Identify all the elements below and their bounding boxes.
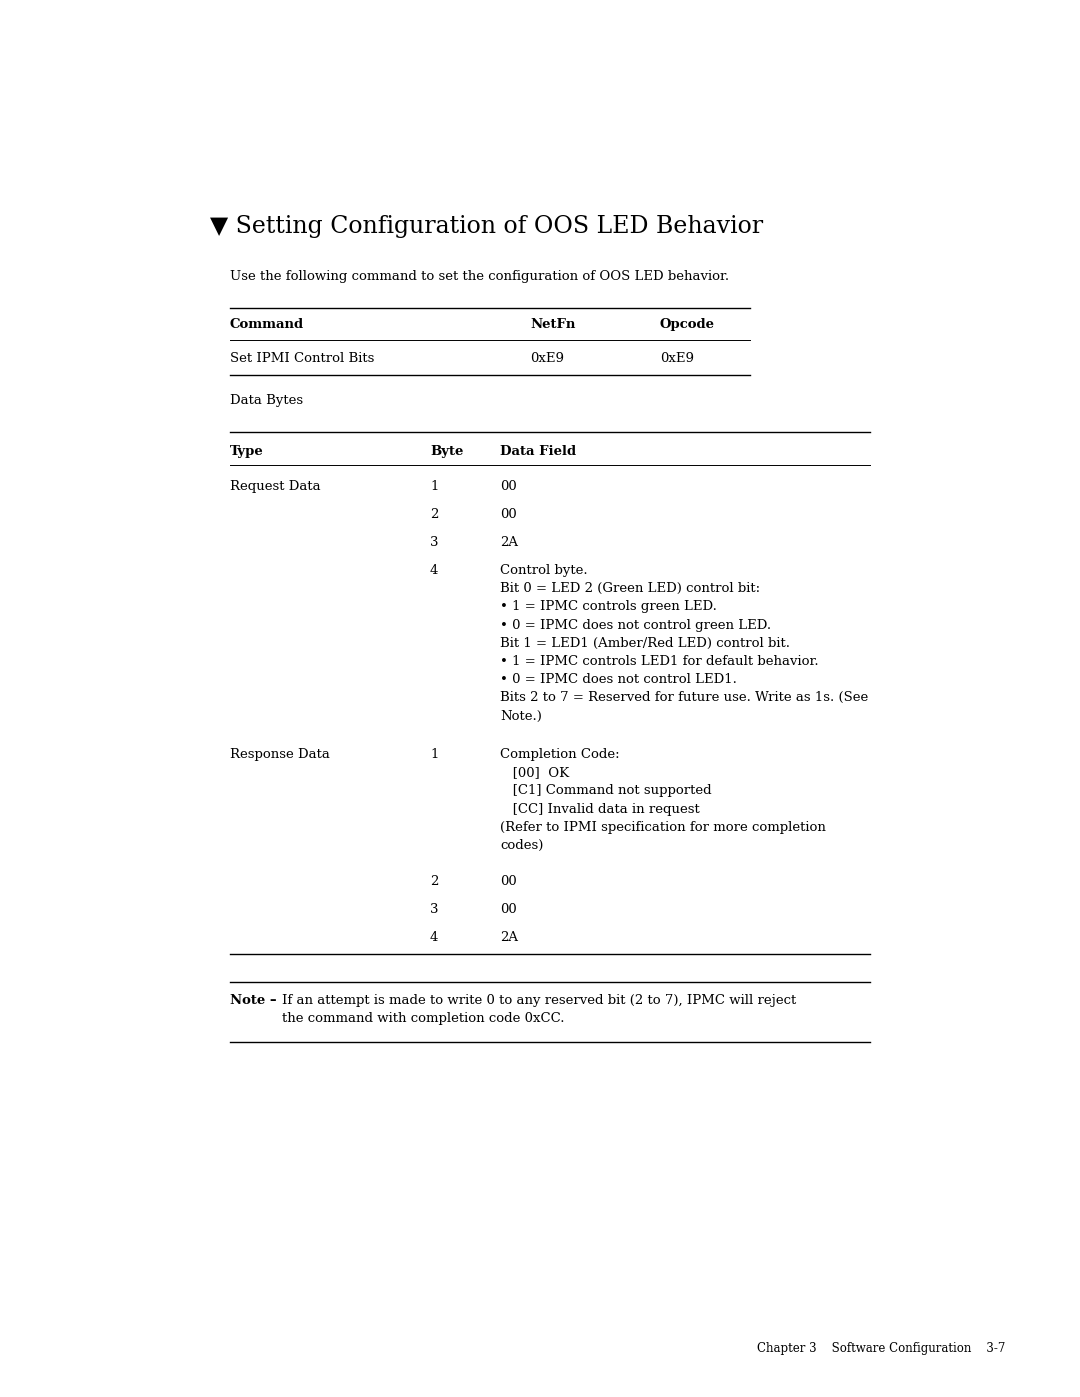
Text: 0xE9: 0xE9 bbox=[660, 352, 694, 365]
Text: 3: 3 bbox=[430, 902, 438, 916]
Text: NetFn: NetFn bbox=[530, 319, 576, 331]
Text: Completion Code:
   [00]  OK
   [C1] Command not supported
   [CC] Invalid data : Completion Code: [00] OK [C1] Command no… bbox=[500, 747, 826, 852]
Text: Opcode: Opcode bbox=[660, 319, 715, 331]
Text: Byte: Byte bbox=[430, 446, 463, 458]
Text: 00: 00 bbox=[500, 902, 516, 916]
Text: 00: 00 bbox=[500, 509, 516, 521]
Text: 2A: 2A bbox=[500, 536, 518, 549]
Text: Type: Type bbox=[230, 446, 264, 458]
Text: ▼ Setting Configuration of OOS LED Behavior: ▼ Setting Configuration of OOS LED Behav… bbox=[210, 215, 764, 237]
Text: 00: 00 bbox=[500, 481, 516, 493]
Text: 2: 2 bbox=[430, 875, 438, 888]
Text: If an attempt is made to write 0 to any reserved bit (2 to 7), IPMC will reject
: If an attempt is made to write 0 to any … bbox=[282, 995, 796, 1025]
Text: 0xE9: 0xE9 bbox=[530, 352, 564, 365]
Text: Data Bytes: Data Bytes bbox=[230, 394, 303, 407]
Text: 2: 2 bbox=[430, 509, 438, 521]
Text: Request Data: Request Data bbox=[230, 481, 321, 493]
Text: 3: 3 bbox=[430, 536, 438, 549]
Text: 4: 4 bbox=[430, 564, 438, 577]
Text: 00: 00 bbox=[500, 875, 516, 888]
Text: Use the following command to set the configuration of OOS LED behavior.: Use the following command to set the con… bbox=[230, 270, 729, 284]
Text: 2A: 2A bbox=[500, 930, 518, 944]
Text: 1: 1 bbox=[430, 481, 438, 493]
Text: Set IPMI Control Bits: Set IPMI Control Bits bbox=[230, 352, 375, 365]
Text: Data Field: Data Field bbox=[500, 446, 576, 458]
Text: Control byte.
Bit 0 = LED 2 (Green LED) control bit:
• 1 = IPMC controls green L: Control byte. Bit 0 = LED 2 (Green LED) … bbox=[500, 564, 868, 722]
Text: Response Data: Response Data bbox=[230, 747, 329, 761]
Text: 1: 1 bbox=[430, 747, 438, 761]
Text: Command: Command bbox=[230, 319, 305, 331]
Text: Chapter 3    Software Configuration    3-7: Chapter 3 Software Configuration 3-7 bbox=[757, 1343, 1005, 1355]
Text: 4: 4 bbox=[430, 930, 438, 944]
Text: Note –: Note – bbox=[230, 995, 281, 1007]
